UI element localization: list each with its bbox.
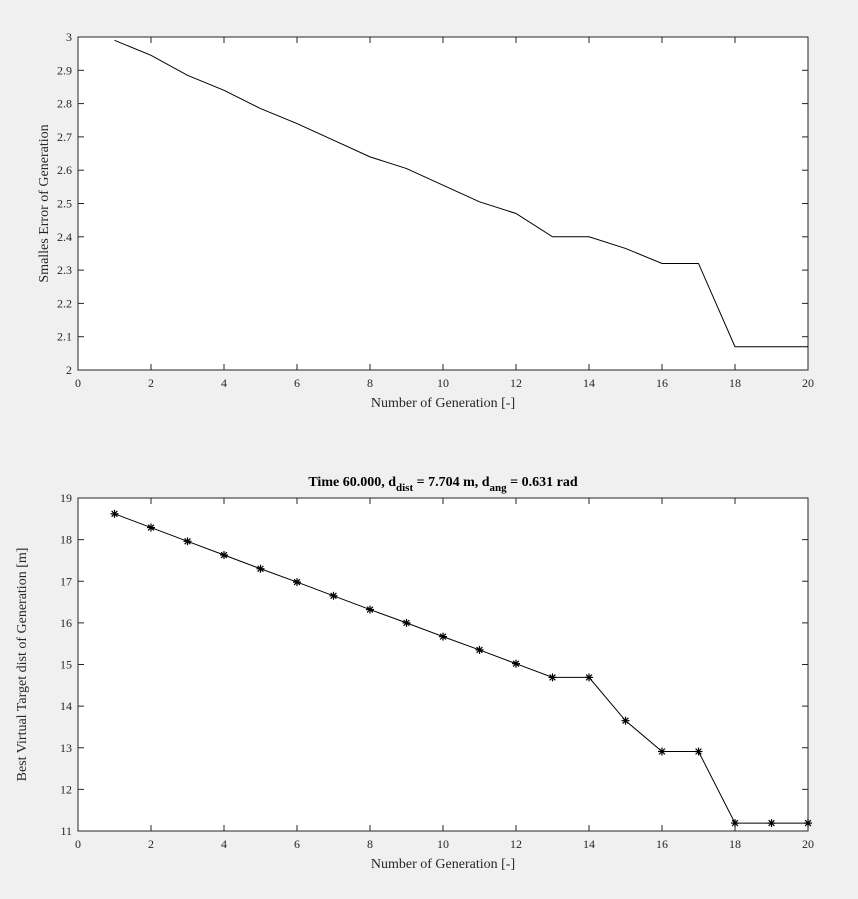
bottom-y-axis-label: Best Virtual Target dist of Generation [… (15, 548, 30, 782)
bottom-axis-ticks: 0 2 4 6 8 10 12 14 16 18 20 11 12 13 14 15 16 17 18 19 (60, 491, 814, 851)
top-axis-ticks: 0 2 4 6 8 10 12 14 16 18 2022.12.22.32.42.52.62.72… (57, 30, 814, 390)
bottom-subplot: 0 2 4 6 8 10 12 14 16 18 20 11 12 13 14 15 16 17 18 19 Numb… (15, 475, 814, 872)
data-point (402, 618, 411, 627)
data-point (147, 523, 155, 532)
x-tick-label: 2 (148, 376, 154, 390)
x-tick-label: 4 (221, 837, 227, 851)
x-tick-label: 20 (802, 376, 814, 390)
data-point (256, 564, 265, 573)
data-point (694, 747, 703, 756)
y-tick-label: 2.7 (57, 130, 72, 144)
title-end: = 0.631 rad (507, 475, 578, 490)
bottom-plot-area (77, 497, 809, 832)
x-tick-label: 8 (367, 837, 373, 851)
top-x-axis-label: Number of Generation [-] (371, 396, 515, 411)
x-tick-label: 14 (583, 837, 595, 851)
x-tick-label: 16 (656, 837, 668, 851)
bottom-series-markers (110, 509, 812, 828)
title-main: Time 60.000, d (308, 475, 396, 490)
x-tick-label: 6 (294, 376, 300, 390)
x-tick-label: 12 (510, 837, 522, 851)
data-point (366, 605, 374, 614)
data-point (220, 551, 228, 560)
y-tick-label: 19 (60, 491, 72, 505)
data-point (804, 819, 812, 828)
y-tick-label: 18 (60, 533, 72, 547)
y-tick-label: 14 (60, 699, 72, 713)
data-point (475, 645, 484, 654)
x-tick-label: 2 (148, 837, 154, 851)
title-subscript-ang: ang (490, 482, 508, 494)
bottom-x-axis-label: Number of Generation [-] (371, 857, 515, 872)
x-tick-label: 4 (221, 376, 227, 390)
y-tick-label: 15 (60, 658, 72, 672)
x-tick-label: 12 (510, 376, 522, 390)
x-tick-label: 0 (75, 376, 81, 390)
y-tick-label: 11 (60, 824, 72, 838)
top-plot-area (77, 36, 809, 371)
y-tick-label: 2.9 (57, 63, 72, 77)
x-tick-label: 8 (367, 376, 373, 390)
top-subplot: 0 2 4 6 8 10 12 14 16 18 2022.12.22.32.42.52.62.72… (37, 30, 814, 411)
y-tick-label: 12 (60, 782, 72, 796)
data-point (548, 673, 557, 682)
y-tick-label: 13 (60, 741, 72, 755)
data-point (767, 819, 776, 828)
bottom-series-line (114, 513, 808, 824)
data-point (621, 716, 630, 725)
title-subscript-dist: dist (396, 482, 413, 494)
y-tick-label: 2.8 (57, 97, 72, 111)
x-tick-label: 6 (294, 837, 300, 851)
x-tick-label: 20 (802, 837, 814, 851)
data-point (183, 537, 192, 546)
data-point (110, 509, 119, 518)
y-tick-label: 2.1 (57, 330, 72, 344)
x-tick-label: 14 (583, 376, 595, 390)
x-tick-label: 10 (437, 376, 449, 390)
bottom-chart-title: Time 60.000, ddist = 7.704 m, dang = 0.6… (308, 475, 578, 494)
y-tick-label: 2.4 (57, 230, 72, 244)
x-tick-label: 10 (437, 837, 449, 851)
x-tick-label: 18 (729, 837, 741, 851)
y-tick-label: 17 (60, 574, 72, 588)
y-tick-label: 2 (66, 363, 72, 377)
x-tick-label: 18 (729, 376, 741, 390)
y-tick-label: 2.2 (57, 296, 72, 310)
data-point (512, 659, 520, 668)
title-mid: = 7.704 m, d (413, 475, 490, 490)
y-tick-label: 2.5 (57, 197, 72, 211)
data-point (293, 578, 301, 587)
x-tick-label: 0 (75, 837, 81, 851)
y-tick-label: 3 (66, 30, 72, 44)
y-tick-label: 2.6 (57, 163, 72, 177)
y-tick-label: 16 (60, 616, 72, 630)
x-tick-label: 16 (656, 376, 668, 390)
data-point (439, 632, 447, 641)
top-series-line (114, 39, 808, 348)
data-point (585, 673, 593, 682)
y-tick-label: 2.3 (57, 263, 72, 277)
data-point (329, 591, 338, 600)
data-point (658, 747, 666, 756)
top-y-axis-label: Smalles Error of Generation (37, 124, 52, 282)
data-point (731, 819, 739, 828)
